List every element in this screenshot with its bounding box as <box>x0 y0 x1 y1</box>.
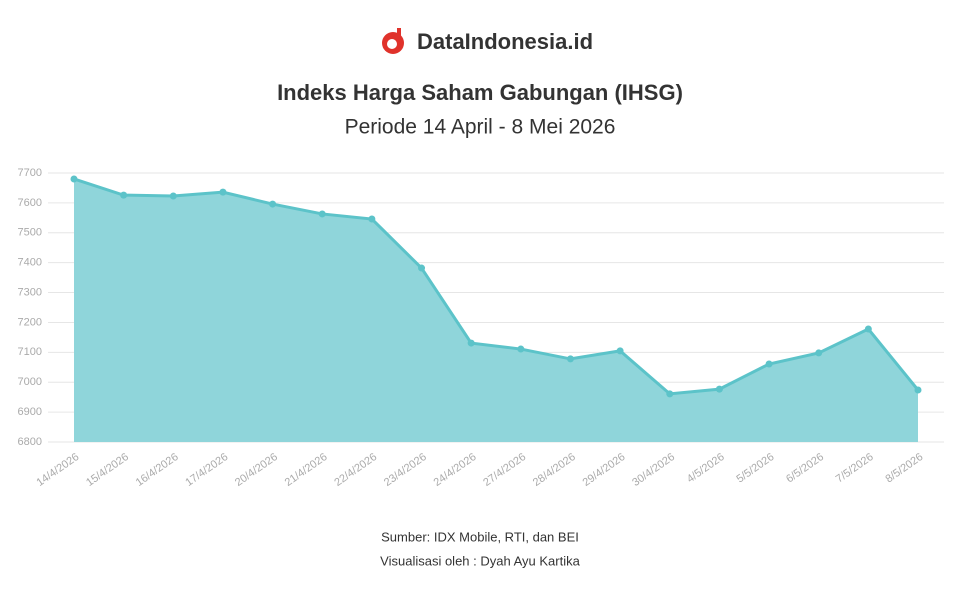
x-tick-label: 23/4/2026 <box>382 451 429 489</box>
x-tick-label: 27/4/2026 <box>481 451 528 489</box>
point <box>566 355 574 363</box>
x-tick-label: 8/5/2026 <box>883 451 925 485</box>
point <box>864 325 872 333</box>
point <box>666 390 674 398</box>
point <box>765 360 773 368</box>
point <box>418 264 426 272</box>
x-tick-label: 14/4/2026 <box>34 451 81 489</box>
point <box>318 210 326 218</box>
y-tick-label: 7700 <box>18 167 42 179</box>
y-tick-label: 7300 <box>18 286 42 298</box>
point <box>269 200 277 208</box>
y-tick-label: 7500 <box>18 227 42 239</box>
point <box>219 188 227 196</box>
brand: DataIndonesia.id <box>417 29 593 54</box>
credit-note: Visualisasi oleh : Dyah Ayu Kartika <box>380 553 580 568</box>
point <box>120 191 128 199</box>
y-tick-label: 7400 <box>18 257 42 269</box>
x-tick-label: 17/4/2026 <box>183 451 230 489</box>
point <box>70 175 78 183</box>
point <box>914 386 922 394</box>
point <box>467 339 475 347</box>
area-fill <box>74 178 918 442</box>
point <box>169 192 177 200</box>
logo-icon-hole <box>387 39 397 49</box>
x-tick-label: 5/5/2026 <box>734 451 776 485</box>
line <box>73 177 920 396</box>
y-tick-label: 7200 <box>18 316 42 328</box>
x-tick-label: 22/4/2026 <box>332 451 379 489</box>
x-tick-label: 6/5/2026 <box>784 451 826 485</box>
x-tick-label: 29/4/2026 <box>581 451 628 489</box>
point <box>616 347 624 355</box>
chart-subtitle: Periode 14 April - 8 Mei 2026 <box>345 116 616 139</box>
point <box>815 349 823 357</box>
point <box>368 215 376 223</box>
chart-title: Indeks Harga Saham Gabungan (IHSG) <box>277 80 683 105</box>
x-tick-label: 28/4/2026 <box>531 451 578 489</box>
y-tick-label: 7000 <box>18 376 42 388</box>
point <box>715 385 723 393</box>
logo <box>382 28 404 54</box>
source-note: Sumber: IDX Mobile, RTI, dan BEI <box>381 529 579 544</box>
y-tick-label: 7100 <box>18 346 42 358</box>
point <box>517 345 525 353</box>
x-tick-label: 4/5/2026 <box>685 451 727 485</box>
y-tick-label: 6900 <box>18 406 42 418</box>
x-tick-label: 24/4/2026 <box>432 451 479 489</box>
x-tick-label: 20/4/2026 <box>233 451 280 489</box>
x-tick-label: 16/4/2026 <box>134 451 181 489</box>
x-tick-label: 7/5/2026 <box>834 451 876 485</box>
x-tick-label: 15/4/2026 <box>84 451 131 489</box>
x-tick-label: 21/4/2026 <box>283 451 330 489</box>
y-tick-label: 6800 <box>18 436 42 448</box>
y-tick-label: 7600 <box>18 197 42 209</box>
x-tick-label: 30/4/2026 <box>630 451 677 489</box>
logo-icon-stem <box>397 28 401 48</box>
